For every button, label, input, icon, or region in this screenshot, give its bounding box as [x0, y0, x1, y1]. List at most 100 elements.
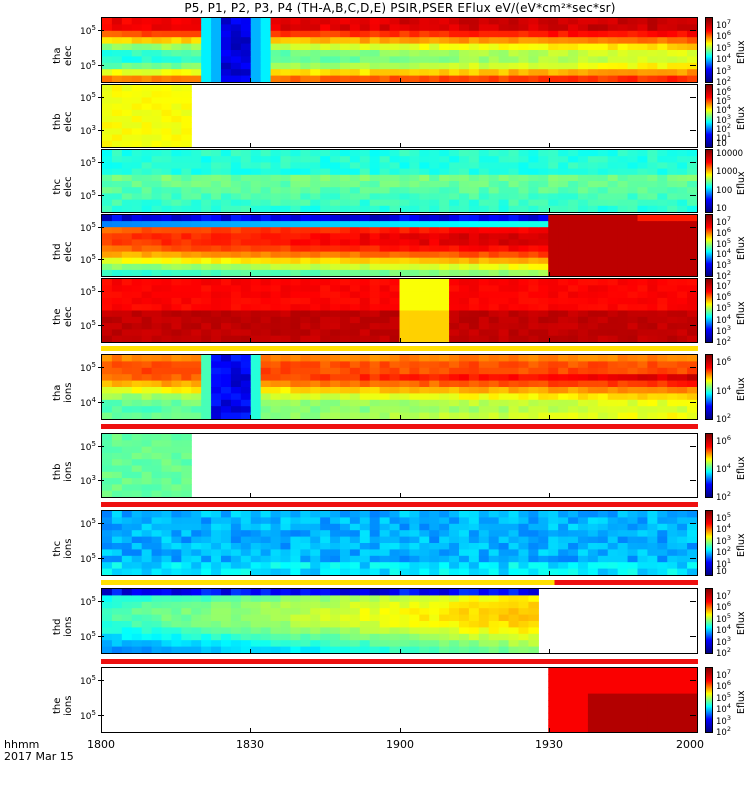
spectrogram-cell	[349, 174, 361, 182]
spectrogram-cell	[141, 181, 153, 188]
colorbar-label: Eflux	[736, 455, 747, 480]
spectrogram-cell	[369, 367, 381, 375]
x-axis-unit: hhmm	[4, 738, 40, 751]
spectrogram-cell	[419, 291, 430, 299]
spectrogram-cell	[468, 646, 480, 653]
spectrogram-cell	[161, 263, 173, 271]
spectrogram-cell	[538, 187, 549, 194]
spectrogram-cell	[429, 627, 440, 635]
spectrogram-cell	[379, 387, 391, 394]
spectrogram-cell	[647, 536, 658, 544]
spectrogram-cell	[340, 156, 351, 163]
spectrogram-cell	[121, 75, 133, 82]
spectrogram-cell	[230, 193, 242, 201]
spectrogram-cell	[468, 56, 480, 64]
spectrogram-cell	[131, 595, 143, 603]
spectrogram-cell	[310, 355, 321, 362]
spectrogram-cell	[528, 310, 539, 318]
colorbar	[705, 510, 713, 576]
spectrogram-cell	[468, 543, 480, 550]
spectrogram-cell	[270, 56, 282, 64]
spectrogram-cell	[597, 523, 609, 531]
spectrogram-cell	[568, 568, 579, 575]
spectrogram-cell	[161, 361, 173, 369]
spectrogram-cell	[359, 291, 371, 299]
spectrogram-cell	[260, 361, 272, 369]
spectrogram-cell	[449, 263, 460, 271]
spectrogram-cell	[647, 269, 658, 276]
spectrogram-cell	[677, 24, 688, 32]
spectrogram-cell	[369, 69, 381, 77]
spectrogram-cell	[637, 150, 649, 157]
spectrogram-cell	[221, 589, 232, 596]
x-tick-mark	[101, 208, 102, 213]
spectrogram-cell	[131, 251, 143, 259]
spectrogram-cell	[419, 37, 430, 45]
spectrogram-cell	[667, 245, 678, 253]
spectrogram-cell	[290, 251, 301, 259]
spectrogram-cell	[260, 205, 272, 212]
spectrogram-cell	[607, 199, 619, 207]
spectrogram-cell	[419, 199, 430, 207]
spectrogram-cell	[131, 633, 143, 641]
spectrogram-cell	[657, 530, 668, 538]
spectrogram-cell	[102, 399, 113, 407]
spectrogram-cell	[578, 355, 589, 362]
spectrogram-cell	[359, 75, 371, 82]
spectrogram-cell	[290, 269, 301, 276]
spectrogram-cell	[121, 291, 133, 299]
colorbar-label: Eflux	[736, 533, 747, 557]
spectrogram-cell	[260, 181, 272, 188]
spectrogram-cell	[161, 91, 173, 98]
spectrogram-cell	[379, 367, 391, 375]
spectrogram-cell	[171, 239, 182, 247]
spectrogram-cell	[597, 668, 609, 675]
spectrogram-cell	[161, 269, 173, 276]
spectrogram-cell	[340, 374, 351, 382]
spectrogram-cell	[419, 361, 430, 369]
spectrogram-cell	[548, 291, 559, 299]
spectrogram-cell	[102, 367, 113, 375]
spectrogram-cell	[548, 193, 559, 201]
spectrogram-cell	[578, 215, 589, 222]
spectrogram-cell	[131, 291, 143, 299]
spectrogram-cell	[488, 562, 500, 570]
spectrogram-cell	[528, 205, 539, 212]
spectrogram-cell	[488, 355, 500, 362]
spectrogram-cell	[181, 215, 192, 222]
spectrogram-cell	[260, 30, 272, 38]
spectrogram-cell	[161, 568, 173, 575]
spectrogram-cell	[141, 399, 153, 407]
spectrogram-cell	[667, 536, 678, 544]
spectrogram-cell	[617, 562, 629, 570]
spectrogram-cell	[102, 239, 113, 247]
spectrogram-cell	[568, 374, 579, 382]
spectrogram-cell	[369, 291, 381, 299]
spectrogram-cell	[221, 62, 232, 70]
spectrogram-cell	[151, 257, 163, 265]
spectrogram-cell	[488, 75, 500, 82]
spectrogram-cell	[399, 18, 411, 25]
spectrogram-cell	[201, 193, 212, 201]
spectrogram-cell	[221, 412, 232, 419]
spectrogram-cell	[340, 310, 351, 318]
y-tick-mark	[98, 226, 104, 228]
spectrogram-cell	[250, 374, 262, 382]
spectrogram-cell	[657, 316, 668, 324]
spectrogram-cell	[270, 174, 282, 182]
spectrogram-cell	[468, 374, 480, 382]
spectrogram-cell	[330, 517, 341, 525]
x-axis-date: 2017 Mar 15	[4, 750, 74, 763]
spectrogram-cell	[617, 568, 629, 575]
spectrogram-cell	[211, 62, 222, 70]
spectrogram-cell	[617, 335, 629, 342]
spectrogram-cell	[647, 24, 658, 32]
spectrogram-cell	[111, 221, 123, 228]
spectrogram-cell	[191, 239, 202, 247]
spectrogram-cell	[230, 614, 242, 622]
colorbar-tick-label: 103	[716, 533, 731, 547]
spectrogram-cell	[171, 608, 182, 616]
spectrogram-cell	[191, 205, 202, 212]
spectrogram-cell	[657, 374, 668, 382]
spectrogram-cell	[260, 43, 272, 51]
